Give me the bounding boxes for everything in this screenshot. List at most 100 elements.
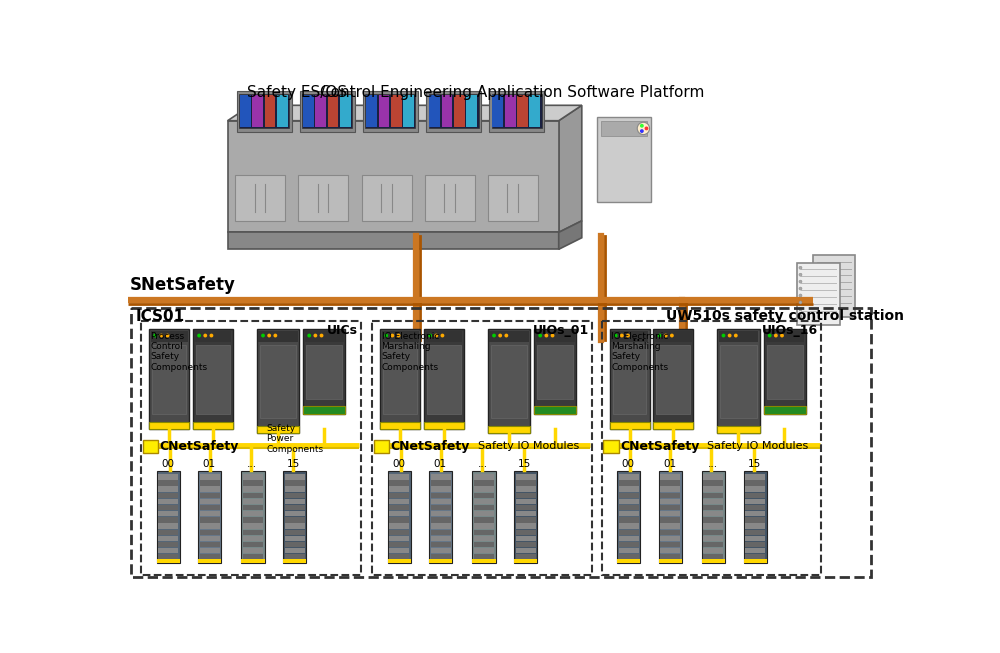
- Polygon shape: [303, 406, 345, 414]
- Circle shape: [492, 334, 496, 338]
- Polygon shape: [489, 91, 544, 133]
- Circle shape: [799, 287, 802, 290]
- Polygon shape: [534, 329, 576, 414]
- Polygon shape: [472, 559, 496, 564]
- Polygon shape: [660, 535, 680, 541]
- Polygon shape: [152, 345, 186, 414]
- Polygon shape: [516, 542, 536, 547]
- Polygon shape: [431, 492, 451, 498]
- Polygon shape: [745, 486, 765, 492]
- Polygon shape: [703, 474, 723, 479]
- Polygon shape: [389, 505, 409, 511]
- Polygon shape: [235, 174, 285, 221]
- Polygon shape: [703, 499, 723, 504]
- Polygon shape: [305, 331, 344, 342]
- Polygon shape: [243, 486, 263, 492]
- Circle shape: [267, 334, 271, 338]
- Polygon shape: [703, 554, 723, 560]
- Polygon shape: [200, 548, 220, 554]
- Circle shape: [390, 334, 394, 338]
- Text: Safety IO Modules: Safety IO Modules: [478, 441, 579, 451]
- Polygon shape: [300, 91, 355, 133]
- Circle shape: [664, 334, 668, 338]
- Polygon shape: [228, 232, 559, 249]
- Circle shape: [538, 334, 542, 338]
- Polygon shape: [283, 559, 306, 564]
- Polygon shape: [619, 499, 639, 504]
- Polygon shape: [158, 486, 178, 492]
- Circle shape: [313, 334, 317, 338]
- Polygon shape: [200, 486, 220, 492]
- Polygon shape: [619, 492, 639, 498]
- Polygon shape: [703, 548, 723, 554]
- Polygon shape: [243, 499, 263, 504]
- Polygon shape: [431, 486, 451, 492]
- Polygon shape: [200, 554, 220, 560]
- Polygon shape: [516, 517, 536, 522]
- Polygon shape: [243, 535, 263, 541]
- Polygon shape: [380, 329, 420, 430]
- Polygon shape: [389, 492, 409, 498]
- Polygon shape: [474, 474, 494, 479]
- Polygon shape: [764, 329, 806, 414]
- Polygon shape: [474, 554, 494, 560]
- Polygon shape: [285, 499, 305, 504]
- Circle shape: [197, 334, 201, 338]
- Text: Safety
Power
Components: Safety Power Components: [266, 424, 323, 454]
- Polygon shape: [198, 559, 221, 564]
- Polygon shape: [813, 255, 855, 317]
- Polygon shape: [158, 492, 178, 498]
- Polygon shape: [431, 474, 451, 479]
- Polygon shape: [534, 406, 576, 414]
- Text: ...: ...: [632, 329, 646, 344]
- Polygon shape: [362, 174, 412, 221]
- Polygon shape: [619, 505, 639, 511]
- Polygon shape: [389, 474, 409, 479]
- Polygon shape: [158, 481, 178, 486]
- Polygon shape: [158, 524, 178, 529]
- Polygon shape: [505, 95, 516, 127]
- Polygon shape: [431, 554, 451, 560]
- Circle shape: [614, 334, 618, 338]
- Polygon shape: [243, 530, 263, 535]
- Polygon shape: [516, 548, 536, 554]
- Polygon shape: [365, 94, 415, 129]
- Polygon shape: [243, 517, 263, 522]
- Circle shape: [166, 334, 169, 338]
- Circle shape: [620, 334, 624, 338]
- Polygon shape: [241, 559, 265, 564]
- Polygon shape: [363, 91, 418, 133]
- Circle shape: [658, 334, 661, 338]
- Text: Process
Control
Safety
Components: Process Control Safety Components: [151, 332, 208, 372]
- Polygon shape: [653, 329, 693, 430]
- Polygon shape: [243, 554, 263, 560]
- Polygon shape: [200, 499, 220, 504]
- Polygon shape: [660, 486, 680, 492]
- Text: 01: 01: [203, 459, 216, 469]
- Polygon shape: [200, 542, 220, 547]
- Polygon shape: [474, 542, 494, 547]
- Circle shape: [728, 334, 732, 338]
- Circle shape: [159, 334, 163, 338]
- Polygon shape: [366, 95, 377, 127]
- Polygon shape: [277, 95, 288, 127]
- Polygon shape: [767, 345, 803, 399]
- Polygon shape: [601, 121, 647, 136]
- Polygon shape: [619, 542, 639, 547]
- Polygon shape: [429, 559, 452, 564]
- Polygon shape: [306, 345, 342, 399]
- Polygon shape: [702, 559, 725, 564]
- Polygon shape: [536, 331, 575, 342]
- Polygon shape: [283, 471, 306, 564]
- Polygon shape: [383, 345, 417, 414]
- Circle shape: [273, 334, 277, 338]
- Text: 15: 15: [748, 459, 761, 469]
- Polygon shape: [537, 345, 573, 399]
- Polygon shape: [243, 548, 263, 554]
- Polygon shape: [660, 499, 680, 504]
- Text: CNetSafety: CNetSafety: [160, 440, 239, 453]
- Polygon shape: [302, 94, 352, 129]
- Polygon shape: [158, 530, 178, 535]
- Polygon shape: [425, 331, 462, 342]
- Polygon shape: [285, 517, 305, 522]
